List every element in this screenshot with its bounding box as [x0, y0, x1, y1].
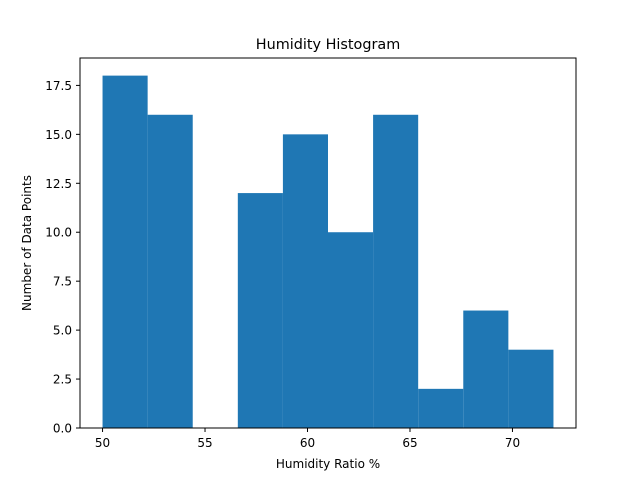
histogram-bar-0	[102, 75, 148, 428]
chart-title: Humidity Histogram	[256, 37, 400, 53]
histogram-bar-7	[418, 388, 464, 428]
histogram-bar-4	[282, 134, 328, 428]
y-tick-label: 12.5	[45, 177, 72, 191]
x-tick-label: 70	[505, 436, 520, 450]
y-tick-label: 17.5	[45, 79, 72, 93]
histogram-bar-5	[328, 232, 374, 428]
y-axis-ticks: 0.0 2.5 5.0 7.5 10.0 12.5 15.0 17.5	[45, 79, 80, 436]
histogram-bar-1	[147, 114, 193, 428]
histogram-bars	[102, 75, 554, 428]
y-tick-label: 10.0	[45, 226, 72, 240]
x-tick-label: 55	[197, 436, 212, 450]
plot-frame	[79, 57, 577, 429]
y-tick-label: 0.0	[53, 422, 72, 436]
histogram-bar-3	[237, 193, 283, 428]
y-axis-label: Number of Data Points	[20, 175, 34, 311]
histogram-bar-8	[463, 310, 509, 428]
y-tick-label: 7.5	[53, 275, 72, 289]
x-axis-ticks: 50 55 60 65 70	[95, 428, 520, 450]
histogram-bar-6	[373, 114, 419, 428]
y-tick-label: 15.0	[45, 128, 72, 142]
x-tick-label: 60	[300, 436, 315, 450]
x-tick-label: 50	[95, 436, 110, 450]
x-tick-label: 65	[402, 436, 417, 450]
y-tick-label: 5.0	[53, 324, 72, 338]
x-axis-label: Humidity Ratio %	[276, 457, 380, 471]
histogram-bar-9	[508, 349, 554, 428]
y-tick-label: 2.5	[53, 373, 72, 387]
